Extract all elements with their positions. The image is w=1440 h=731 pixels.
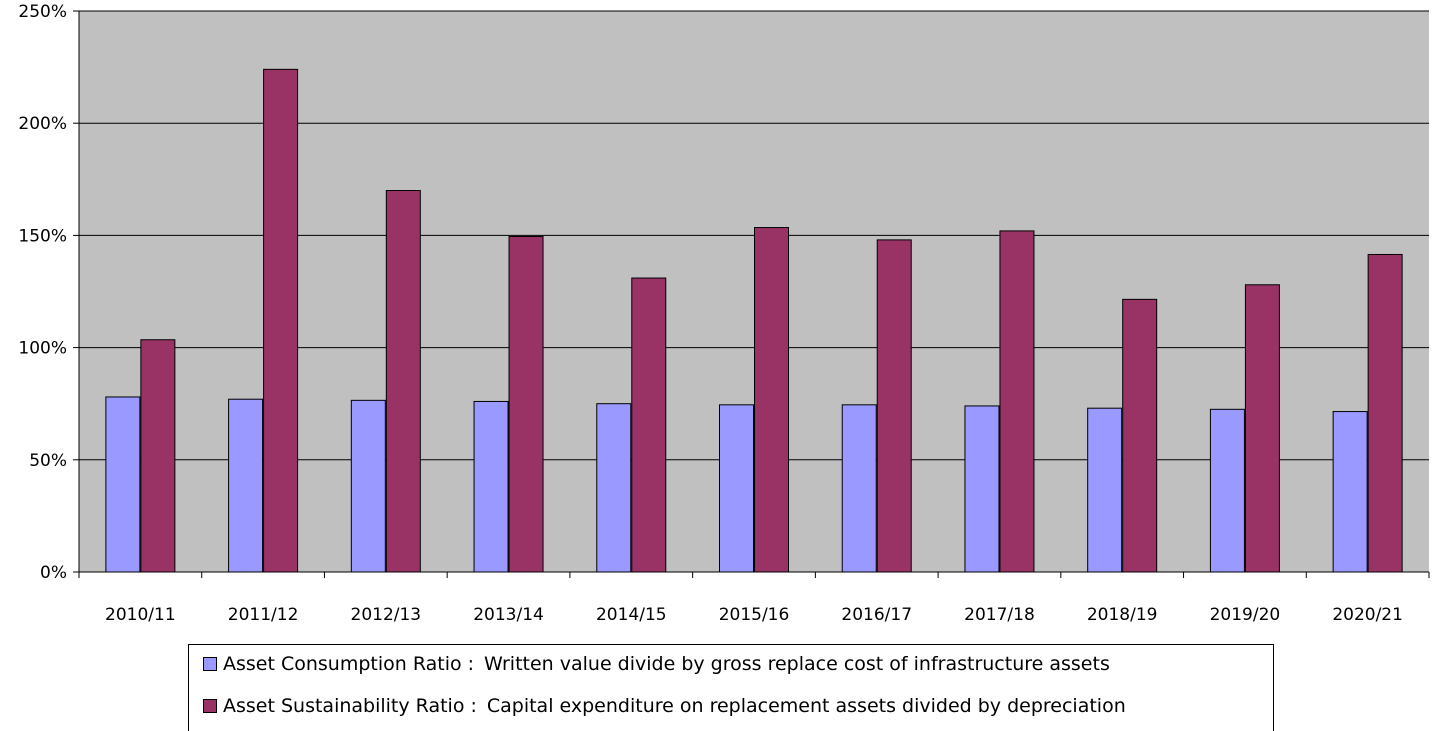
legend-item-consumption: Asset Consumption Ratio: Written value d… [203,653,1110,675]
bar-sustainability [1122,298,1158,573]
y-tick-label: 0% [40,563,67,583]
y-tick-label: 150% [18,226,67,246]
y-tick-label: 250% [18,2,67,22]
legend-label-sustainability: Asset Sustainability Ratio [223,695,465,717]
bar-sustainability [1367,253,1403,573]
y-tick-label: 200% [18,114,67,134]
legend-separator: : [470,695,477,717]
bar-sustainability [631,277,667,573]
bar-sustainability [140,339,176,573]
bar-consumption [105,396,141,573]
legend-separator: : [467,653,475,675]
legend: Asset Consumption Ratio: Written value d… [188,644,1274,731]
bar-consumption [719,404,754,573]
bar-consumption [964,405,1000,573]
bar-consumption [1209,408,1245,573]
bar-consumption [841,404,877,573]
x-tick-label: 2016/17 [841,605,912,625]
x-tick-label: 2018/19 [1087,605,1158,625]
bar-sustainability [999,230,1035,573]
y-tick-label: 50% [29,451,67,471]
bar-sustainability [508,236,544,573]
legend-swatch-sustainability [203,699,217,713]
legend-description-sustainability: Capital expenditure on replacement asset… [486,695,1126,717]
x-tick-label: 2012/13 [351,605,422,625]
x-axis-ticks: 2010/11 2011/12 2012/13 2013/14 2014/15 2015/… [78,572,1430,625]
x-tick-label: 2015/16 [719,605,790,625]
legend-item-sustainability: Asset Sustainability Ratio: Capital expe… [203,695,1126,717]
x-tick-label: 2014/15 [596,605,667,625]
bar-sustainability [263,68,299,573]
x-tick-label: 2011/12 [228,605,299,625]
bar-sustainability [1244,284,1280,573]
chart: 0% 50% 100% 150% 200% 250% 2010/11 2011/12 2012… [18,2,1430,625]
bar-consumption [1332,411,1368,573]
bar-sustainability [876,239,912,573]
x-tick-label: 2013/14 [473,605,544,625]
x-tick-label: 2017/18 [964,605,1035,625]
bar-consumption [228,398,264,573]
legend-swatch-consumption [203,657,217,671]
x-tick-label: 2010/11 [105,605,176,625]
bar-consumption [1087,407,1123,573]
y-tick-label: 100% [18,339,67,359]
bars [105,68,1403,573]
legend-label-consumption: Asset Consumption Ratio [223,653,462,675]
x-tick-label: 2019/20 [1210,605,1281,625]
bar-sustainability [385,190,421,573]
bar-sustainability [754,227,789,573]
bar-consumption [350,399,386,573]
bar-consumption [596,403,632,573]
x-tick-label: 2020/21 [1332,605,1403,625]
bar-consumption [473,400,509,573]
legend-description-consumption: Written value divide by gross replace co… [484,653,1110,675]
y-axis-ticks: 0% 50% 100% 150% 200% 250% [18,2,79,583]
